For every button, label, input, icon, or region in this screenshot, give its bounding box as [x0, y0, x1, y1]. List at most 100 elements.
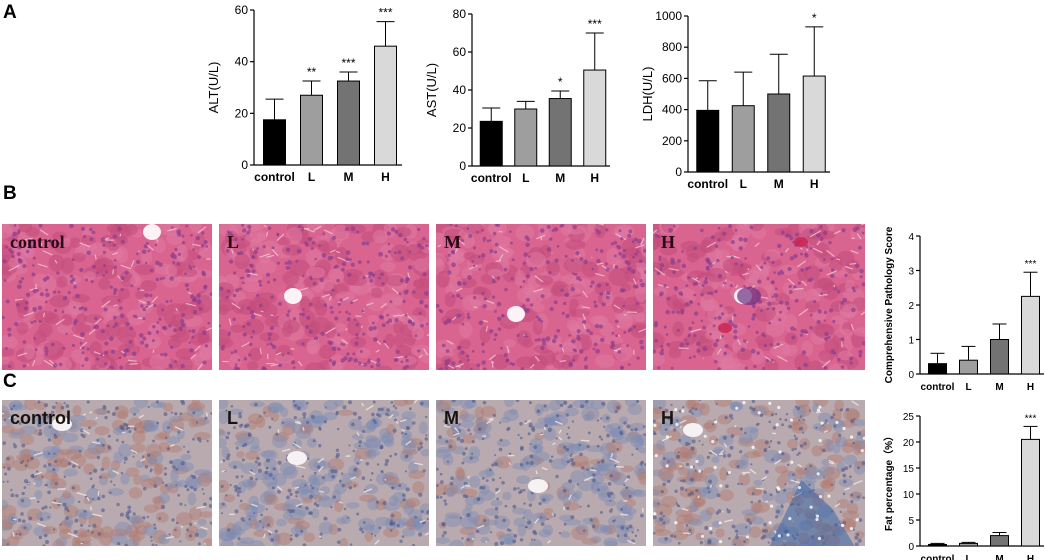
bar-M	[337, 80, 360, 166]
significance-label: *	[812, 11, 817, 25]
y-tick-label: 0	[908, 370, 914, 381]
ast-chart: 0 20 40 60 80 AST(U/L) control L * M *** H	[424, 7, 610, 185]
y-tick-label: 25	[903, 412, 915, 423]
ihc-micrograph-h: H	[653, 400, 865, 546]
significance-label: *	[558, 75, 563, 89]
y-tick-label: 3	[908, 267, 914, 278]
y-tick-label: 20	[903, 438, 915, 449]
significance-label: ***	[588, 17, 602, 31]
panel-label-c: C	[3, 371, 17, 392]
y-axis-label: ALT(U/L)	[206, 62, 221, 114]
y-tick-label: 10	[903, 490, 915, 501]
x-tick-label: control	[471, 171, 512, 185]
y-tick-label: 1	[908, 336, 914, 347]
bar-L	[514, 108, 538, 167]
y-axis-label: Comprehensive Pathology Score	[884, 226, 895, 383]
he-micrograph-m: M	[436, 224, 646, 370]
y-axis-label: AST(U/L)	[424, 63, 439, 117]
x-tick-label: control	[687, 177, 728, 191]
bar-M	[990, 535, 1009, 547]
x-tick-label: L	[740, 177, 747, 191]
x-tick-label: M	[995, 382, 1003, 393]
panel-label-b: B	[3, 183, 17, 204]
alt-chart: 0 20 40 60 ALT(U/L) control ** L *** M *** H	[206, 3, 402, 184]
significance-label: **	[307, 65, 317, 79]
bar-L	[959, 542, 978, 547]
bar-H	[583, 69, 607, 167]
y-tick-label: 0	[459, 159, 466, 173]
micrograph-label: L	[227, 408, 238, 428]
x-tick-label: H	[810, 177, 819, 191]
y-tick-label: 20	[453, 121, 467, 135]
y-tick-label: 0	[675, 165, 682, 179]
ldh-chart: 0 200 400 600 800 1000 LDH(U/L) control L M * H	[640, 9, 830, 191]
bar-L	[959, 359, 978, 375]
bar-H	[802, 75, 826, 173]
panel-label-a: A	[3, 2, 17, 23]
y-tick-label: 1000	[655, 9, 682, 23]
micrograph-label: control	[10, 232, 65, 252]
micrograph-label: M	[444, 232, 461, 252]
micrograph-label: H	[661, 232, 676, 252]
fat-percentage-chart: 0 5 10 15 20 25 Fat percentage（%） control L M *** H	[882, 412, 1044, 560]
y-tick-label: 60	[235, 3, 249, 17]
x-tick-label: control	[921, 382, 955, 393]
bar-M	[767, 93, 791, 173]
x-tick-label: H	[1027, 382, 1034, 393]
x-tick-label: control	[254, 170, 295, 184]
y-tick-label: 600	[662, 71, 682, 85]
tissue-texture	[653, 400, 865, 546]
y-tick-label: 800	[662, 40, 682, 54]
y-tick-label: 40	[453, 83, 467, 97]
tissue-texture	[436, 224, 646, 370]
x-tick-label: L	[308, 170, 315, 184]
y-tick-label: 20	[235, 106, 249, 120]
x-tick-label: L	[522, 171, 529, 185]
significance-label: ***	[378, 6, 392, 20]
bar-H	[374, 45, 397, 166]
x-tick-label: H	[590, 171, 599, 185]
x-tick-label: M	[555, 171, 565, 185]
pathology-score-chart: 0 1 2 3 4 Comprehensive Pathology Score contro…	[884, 226, 1044, 393]
tissue-texture	[219, 224, 429, 370]
bar-H	[1021, 295, 1040, 375]
y-tick-label: 5	[908, 516, 914, 527]
y-tick-label: 4	[908, 232, 914, 243]
micrograph-label: H	[661, 408, 674, 428]
y-tick-label: 2	[908, 301, 914, 312]
bar-M	[990, 339, 1009, 375]
tissue-texture	[436, 400, 646, 546]
y-tick-label: 200	[662, 134, 682, 148]
bar-L	[731, 105, 755, 173]
x-tick-label: H	[381, 170, 390, 184]
y-tick-label: 80	[453, 7, 467, 21]
x-tick-label: H	[1027, 554, 1034, 560]
y-tick-label: 40	[235, 55, 249, 69]
micrograph-label: control	[10, 408, 71, 428]
significance-label: ***	[341, 56, 355, 70]
y-tick-label: 0	[908, 542, 914, 553]
tissue-texture	[653, 224, 865, 370]
bar-control	[696, 109, 720, 173]
y-tick-label: 0	[241, 158, 248, 172]
bar-control	[928, 363, 947, 375]
he-micrograph-l: L	[219, 224, 429, 370]
y-axis-label: LDH(U/L)	[640, 67, 655, 122]
x-tick-label: M	[774, 177, 784, 191]
x-tick-label: M	[344, 170, 354, 184]
bar-M	[548, 98, 572, 167]
y-tick-label: 60	[453, 45, 467, 59]
ihc-micrograph-m: M	[436, 400, 646, 546]
micrograph-label: L	[227, 232, 240, 252]
ihc-micrograph-l: L	[219, 400, 429, 546]
bar-control	[928, 543, 947, 547]
tissue-texture	[2, 400, 212, 546]
y-axis-label: Fat percentage（%）	[882, 431, 895, 531]
he-micrograph-h: H	[653, 224, 865, 370]
he-micrograph-control: control	[2, 224, 212, 370]
x-tick-label: M	[995, 554, 1003, 560]
bar-H	[1021, 438, 1040, 547]
tissue-texture	[219, 400, 429, 546]
y-tick-label: 400	[662, 103, 682, 117]
x-tick-label: L	[965, 554, 971, 560]
